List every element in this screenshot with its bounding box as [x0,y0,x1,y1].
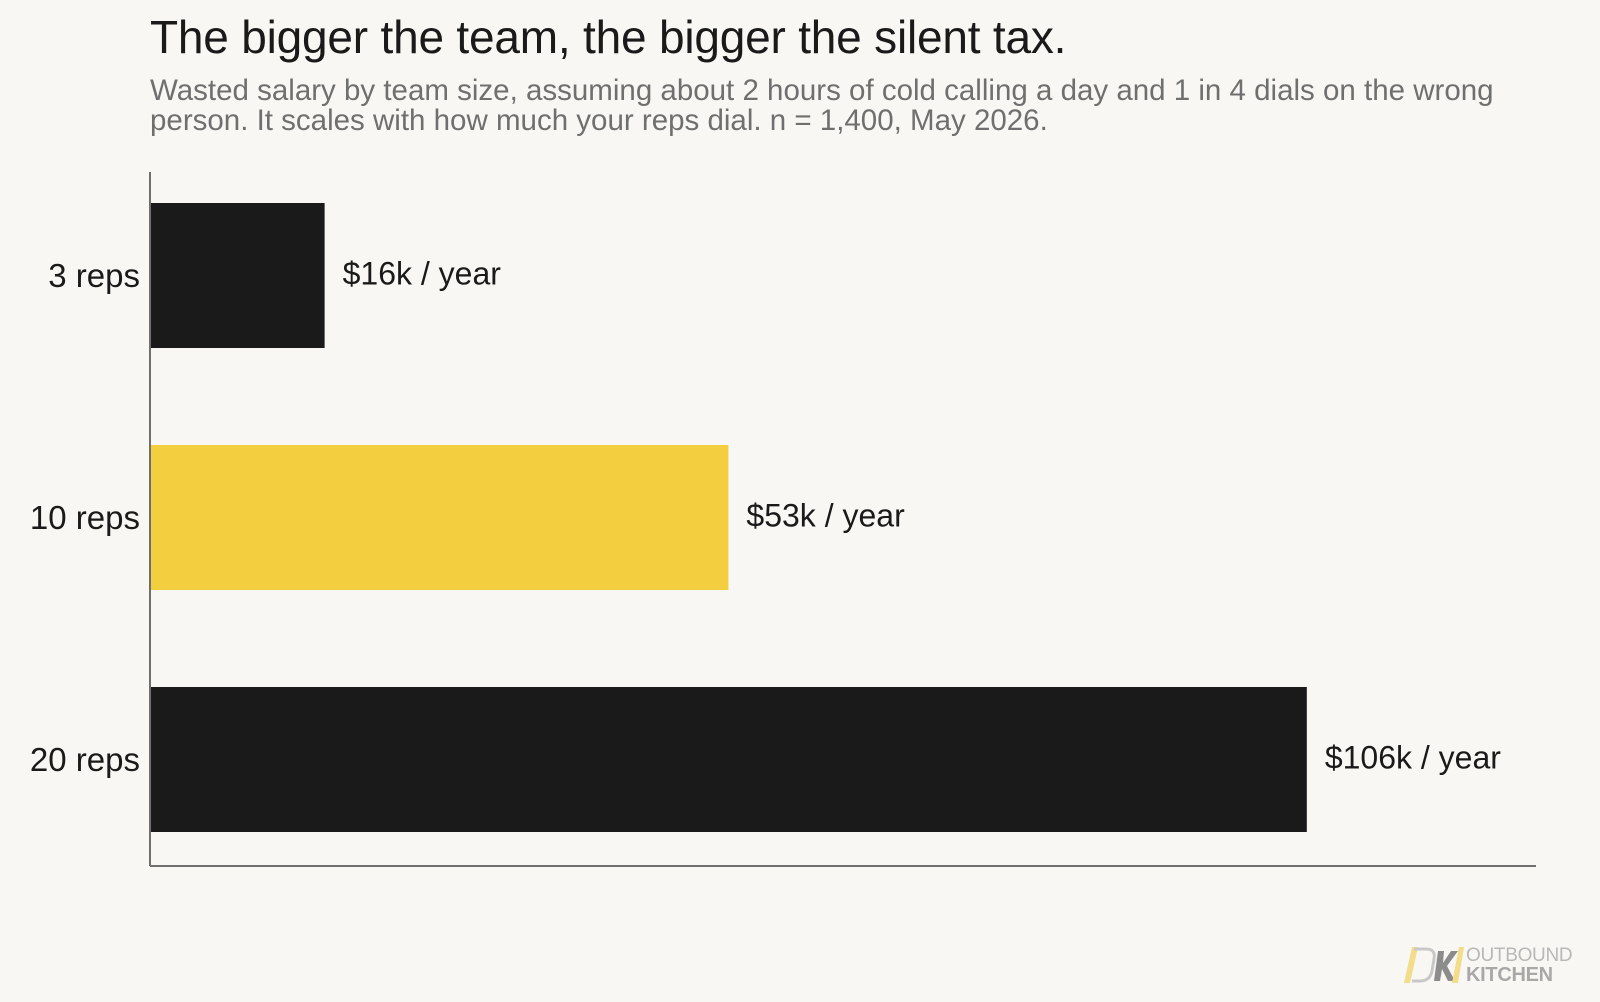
bars-group [150,203,1307,832]
value-label-3-reps: $16k / year [343,256,502,292]
bar-20-reps [150,687,1307,832]
value-label-10-reps: $53k / year [746,498,905,534]
chart-title: The bigger the team, the bigger the sile… [150,11,1067,63]
value-label-20-reps: $106k / year [1325,740,1501,776]
outbound-kitchen-logo: OUTBOUND KITCHEN [1402,943,1582,987]
category-label-3-reps: 3 reps [48,257,140,294]
logo-mark-icon [1404,947,1464,983]
chart-subtitle: Wasted salary by team size, assuming abo… [150,74,1494,137]
value-labels: $16k / year $53k / year $106k / year [343,256,1502,776]
bar-3-reps [150,203,325,348]
category-label-10-reps: 10 reps [30,499,140,536]
bar-10-reps [150,445,729,590]
logo-text-kitchen: KITCHEN [1466,964,1553,986]
category-label-20-reps: 20 reps [30,741,140,778]
logo-text-outbound: OUTBOUND [1466,945,1573,966]
category-labels: 3 reps 10 reps 20 reps [30,257,140,778]
